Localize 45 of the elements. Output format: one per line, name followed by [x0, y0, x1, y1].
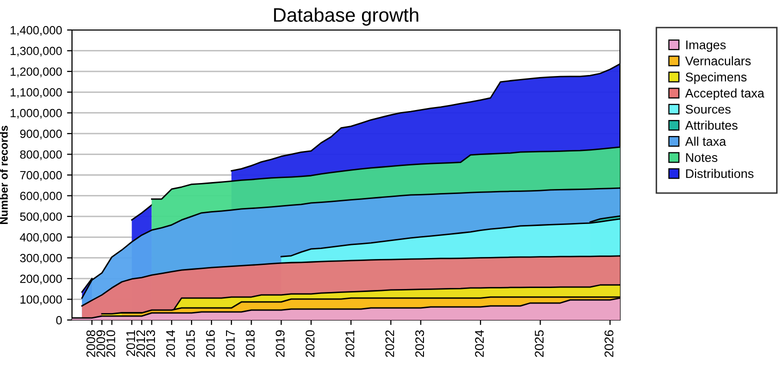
- y-tick-label: 700,000: [20, 171, 62, 181]
- x-tick-label: 2021: [345, 330, 354, 357]
- chart-title: Database growth: [274, 8, 418, 26]
- y-tick-label: 600,000: [20, 192, 62, 202]
- x-tick-label: 2015: [186, 330, 195, 357]
- x-tick-label: 2011: [126, 330, 136, 356]
- x-tick-label: 2026: [604, 330, 614, 357]
- legend-label: Distributions: [686, 168, 754, 178]
- y-tick-label: 500,000: [20, 212, 62, 222]
- x-tick-label: 2012: [136, 330, 146, 357]
- x-tick-label: 2024: [475, 330, 484, 357]
- y-tick-label: 400,000: [20, 233, 62, 243]
- y-tick-label: 100,000: [20, 295, 62, 306]
- y-axis-title: Number of records: [0, 126, 8, 224]
- legend-label: Specimens: [686, 72, 747, 84]
- legend-label: Accepted taxa: [685, 88, 764, 100]
- y-tick-label: 800,000: [20, 150, 62, 160]
- y-tick-label: 300,000: [20, 254, 62, 264]
- y-tick-label: 200,000: [20, 274, 62, 284]
- y-tick-label: 1,400,000: [10, 26, 62, 36]
- x-tick-label: 2020: [306, 330, 314, 357]
- y-tick-label: 0: [56, 316, 62, 324]
- legend-label: All taxa: [685, 136, 726, 146]
- legend-label: Vernaculars: [685, 56, 751, 66]
- x-tick-label: 2009: [96, 330, 106, 357]
- x-tick-label: 2010: [106, 330, 116, 357]
- y-tick-label: 1,300,000: [10, 46, 62, 57]
- x-tick-label: 2025: [534, 330, 544, 357]
- x-tick-label: 2008: [86, 330, 96, 357]
- x-tick-label: 2017: [226, 330, 235, 357]
- y-tick-label: 1,000,000: [10, 108, 62, 119]
- legend-label: Sources: [686, 104, 731, 114]
- x-tick-label: 2014: [166, 330, 175, 357]
- legend-label: Notes: [686, 153, 718, 162]
- x-tick-label: 2022: [385, 330, 394, 357]
- x-tick-label: 2018: [246, 330, 255, 357]
- x-tick-label: 2023: [415, 330, 424, 357]
- y-tick-label: 1,200,000: [10, 67, 62, 78]
- x-tick-label: 2016: [206, 330, 215, 357]
- y-tick-label: 900,000: [20, 130, 62, 140]
- y-tick-label: 1,100,000: [10, 88, 62, 98]
- x-tick-label: 2013: [146, 330, 156, 357]
- legend-label: Attributes: [685, 120, 738, 130]
- legend-label: Images: [686, 40, 726, 52]
- x-tick-label: 2019: [276, 330, 285, 357]
